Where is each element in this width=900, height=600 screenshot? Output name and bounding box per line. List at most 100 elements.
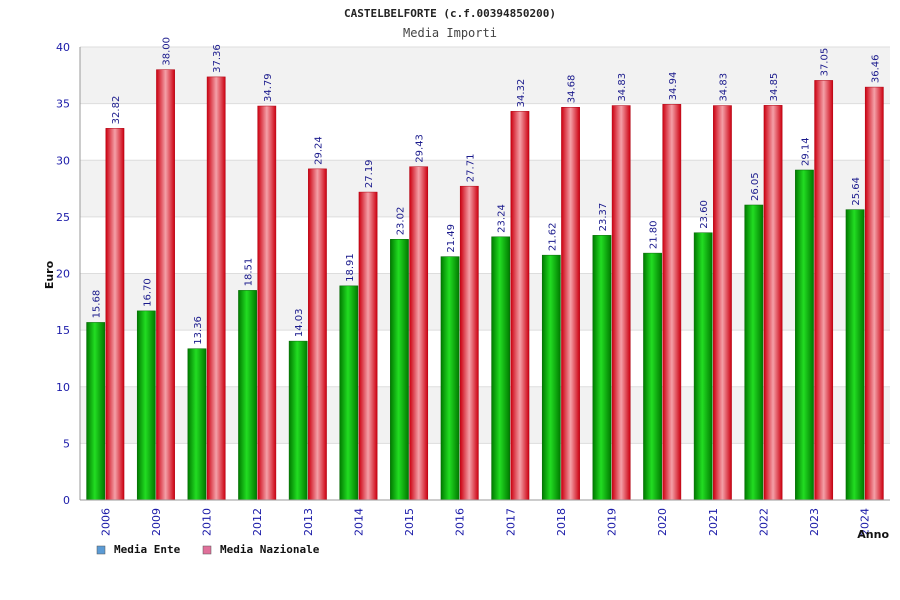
x-tick-label-2013: 2013 bbox=[302, 508, 315, 536]
bar-media-ente-2020 bbox=[643, 252, 662, 501]
legend-label-media-nazionale: Media Nazionale bbox=[220, 543, 320, 556]
bar-media-ente-2012 bbox=[238, 290, 257, 501]
data-label-media-ente-2023: 29.14 bbox=[800, 137, 811, 166]
y-tick-label: 15 bbox=[56, 324, 70, 337]
legend-swatch-media-ente bbox=[96, 545, 106, 555]
x-tick-label-2018: 2018 bbox=[555, 508, 568, 536]
legend-swatch-media-nazionale bbox=[202, 545, 212, 555]
bar-media-ente-2013 bbox=[288, 340, 308, 501]
data-label-media-ente-2009: 16.70 bbox=[142, 278, 153, 307]
bar-media-ente-2021 bbox=[693, 232, 713, 501]
data-label-media-ente-2010: 13.36 bbox=[193, 316, 204, 345]
bar-media-nazionale-2015 bbox=[409, 166, 429, 501]
bar-media-nazionale-2019 bbox=[611, 105, 631, 501]
data-label-media-nazionale-2017: 34.32 bbox=[516, 79, 527, 108]
x-axis-ticks: 2006 2009 2010 2012 2013 2014 2015 2016 2017 2018… bbox=[99, 508, 871, 536]
data-label-media-nazionale-2009: 38.00 bbox=[162, 37, 173, 66]
data-label-media-nazionale-2022: 34.85 bbox=[769, 73, 780, 102]
x-tick-label-2006: 2006 bbox=[99, 508, 112, 536]
bar-media-nazionale-2020 bbox=[662, 104, 682, 501]
y-tick-label: 30 bbox=[56, 154, 70, 167]
bar-media-nazionale-2022 bbox=[763, 105, 783, 501]
bar-media-nazionale-2012 bbox=[257, 105, 277, 501]
bar-media-nazionale-2018 bbox=[561, 106, 580, 501]
data-label-media-ente-2021: 23.60 bbox=[699, 200, 710, 229]
y-axis-label: Euro bbox=[43, 260, 56, 289]
bar-media-ente-2015 bbox=[390, 239, 409, 501]
data-label-media-ente-2024: 25.64 bbox=[851, 177, 862, 206]
x-axis-label: Anno bbox=[857, 528, 889, 541]
bar-media-nazionale-2009 bbox=[156, 69, 175, 501]
bar-media-ente-2019 bbox=[592, 235, 612, 501]
y-tick-label: 5 bbox=[63, 437, 70, 450]
data-label-media-ente-2019: 23.37 bbox=[598, 203, 609, 232]
x-tick-label-2023: 2023 bbox=[808, 508, 821, 536]
data-label-media-ente-2015: 23.02 bbox=[395, 207, 406, 236]
bar-media-ente-2023 bbox=[795, 169, 814, 501]
data-label-media-ente-2020: 21.80 bbox=[649, 220, 660, 249]
bar-media-ente-2009 bbox=[136, 310, 156, 501]
bar-media-ente-2010 bbox=[187, 348, 207, 501]
data-label-media-nazionale-2006: 32.82 bbox=[111, 96, 122, 125]
y-tick-label: 20 bbox=[56, 268, 70, 281]
data-label-media-ente-2022: 26.05 bbox=[750, 172, 761, 201]
y-tick-label: 35 bbox=[56, 98, 70, 111]
bar-media-nazionale-2017 bbox=[510, 111, 530, 501]
data-label-media-nazionale-2020: 34.94 bbox=[668, 72, 679, 101]
data-label-media-nazionale-2019: 34.83 bbox=[617, 73, 628, 102]
data-label-media-ente-2012: 18.51 bbox=[244, 258, 255, 287]
legend-label-media-ente: Media Ente bbox=[114, 543, 181, 556]
data-label-media-ente-2013: 14.03 bbox=[294, 308, 305, 337]
x-tick-label-2012: 2012 bbox=[251, 508, 264, 536]
data-label-media-nazionale-2010: 37.36 bbox=[212, 44, 223, 73]
bar-media-ente-2024 bbox=[845, 209, 865, 501]
data-label-media-nazionale-2015: 29.43 bbox=[415, 134, 426, 163]
bar-media-ente-2006 bbox=[86, 322, 106, 501]
x-tick-label-2014: 2014 bbox=[352, 508, 365, 536]
x-tick-label-2024: 2024 bbox=[859, 508, 872, 536]
data-label-media-nazionale-2021: 34.83 bbox=[718, 73, 729, 102]
data-label-media-nazionale-2023: 37.05 bbox=[820, 48, 831, 77]
bar-media-ente-2018 bbox=[541, 254, 561, 501]
bar-media-nazionale-2006 bbox=[105, 128, 125, 501]
bar-media-nazionale-2016 bbox=[459, 185, 479, 501]
x-tick-label-2019: 2019 bbox=[606, 508, 619, 536]
chart-title: CASTELBELFORTE (c.f.00394850200) bbox=[344, 7, 556, 20]
bar-media-ente-2014 bbox=[339, 285, 359, 501]
bar-media-nazionale-2024 bbox=[864, 86, 884, 501]
data-label-media-ente-2014: 18.91 bbox=[345, 253, 356, 282]
x-tick-label-2010: 2010 bbox=[201, 508, 214, 536]
bars bbox=[86, 69, 884, 501]
data-label-media-ente-2006: 15.68 bbox=[92, 290, 103, 319]
bar-media-ente-2022 bbox=[744, 204, 764, 501]
x-tick-label-2020: 2020 bbox=[656, 508, 669, 536]
data-labels: 15.68 32.82 16.70 38.00 13.36 37.36 18.51 34.79… bbox=[92, 37, 882, 345]
data-label-media-nazionale-2014: 27.19 bbox=[364, 159, 375, 188]
x-tick-label-2016: 2016 bbox=[454, 508, 467, 536]
chart-subtitle: Media Importi bbox=[403, 26, 497, 40]
bar-media-nazionale-2010 bbox=[206, 76, 226, 501]
x-tick-label-2021: 2021 bbox=[707, 508, 720, 536]
bar-media-nazionale-2014 bbox=[358, 191, 378, 501]
bar-media-ente-2017 bbox=[491, 236, 511, 501]
bar-media-nazionale-2021 bbox=[713, 105, 732, 501]
data-label-media-nazionale-2024: 36.46 bbox=[870, 54, 881, 83]
y-axis-ticks: 0 5 10 15 20 25 30 35 40 bbox=[56, 41, 70, 507]
data-label-media-ente-2016: 21.49 bbox=[446, 224, 457, 253]
data-label-media-ente-2018: 21.62 bbox=[547, 223, 558, 252]
data-label-media-ente-2017: 23.24 bbox=[497, 204, 508, 233]
x-tick-label-2015: 2015 bbox=[403, 508, 416, 536]
y-tick-label: 0 bbox=[63, 494, 70, 507]
bar-media-nazionale-2023 bbox=[814, 80, 834, 501]
bar-media-nazionale-2013 bbox=[308, 168, 327, 501]
y-tick-label: 40 bbox=[56, 41, 70, 54]
y-tick-label: 10 bbox=[56, 381, 70, 394]
x-tick-label-2009: 2009 bbox=[150, 508, 163, 536]
x-tick-label-2022: 2022 bbox=[757, 508, 770, 536]
data-label-media-nazionale-2016: 27.71 bbox=[465, 154, 476, 183]
data-label-media-nazionale-2013: 29.24 bbox=[313, 136, 324, 165]
legend: Media Ente Media Nazionale bbox=[96, 543, 320, 556]
bar-media-ente-2016 bbox=[440, 256, 460, 501]
y-tick-label: 25 bbox=[56, 211, 70, 224]
